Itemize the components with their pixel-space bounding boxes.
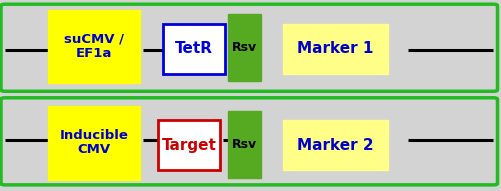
FancyBboxPatch shape: [1, 98, 497, 185]
FancyBboxPatch shape: [283, 24, 388, 74]
Text: Rsv: Rsv: [231, 41, 257, 54]
FancyBboxPatch shape: [48, 106, 140, 180]
FancyBboxPatch shape: [228, 14, 261, 81]
Text: TetR: TetR: [175, 41, 213, 56]
FancyBboxPatch shape: [48, 10, 140, 83]
Text: Marker 1: Marker 1: [298, 41, 374, 56]
Text: suCMV /
EF1a: suCMV / EF1a: [64, 33, 124, 60]
Text: Marker 2: Marker 2: [298, 138, 374, 153]
Text: Inducible
CMV: Inducible CMV: [60, 129, 128, 156]
FancyBboxPatch shape: [163, 24, 225, 74]
FancyBboxPatch shape: [158, 120, 220, 170]
Text: Target: Target: [162, 138, 216, 153]
Text: Rsv: Rsv: [231, 138, 257, 151]
FancyBboxPatch shape: [1, 4, 497, 91]
FancyBboxPatch shape: [283, 120, 388, 170]
FancyBboxPatch shape: [228, 111, 261, 178]
